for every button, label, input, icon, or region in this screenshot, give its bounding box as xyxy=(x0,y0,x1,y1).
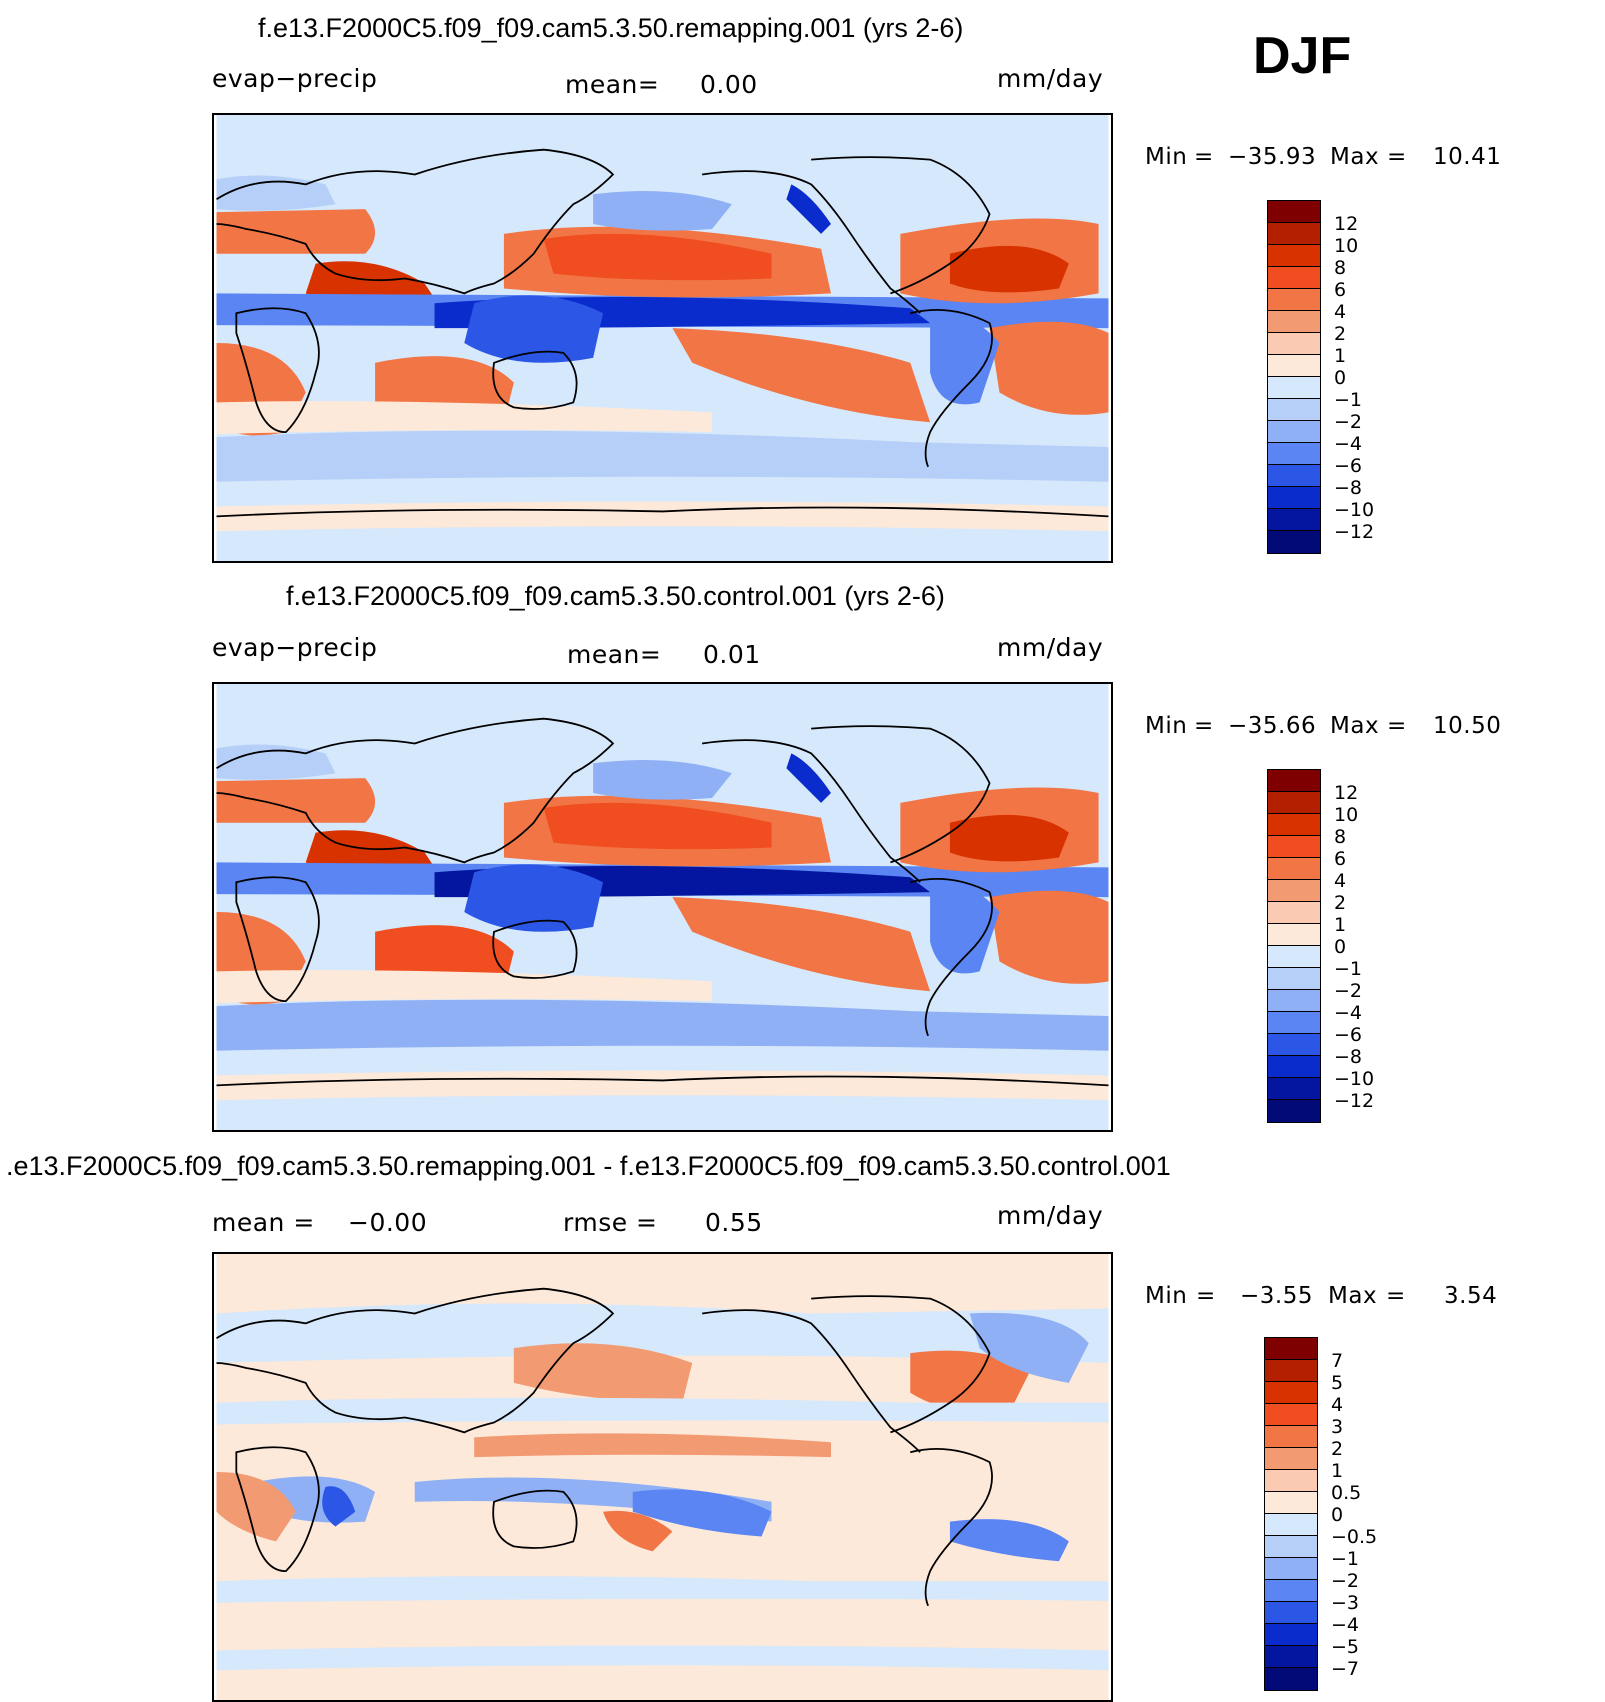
panel3-tick: 3 xyxy=(1331,1416,1344,1438)
panel2-max-label: Max xyxy=(1330,713,1380,739)
panel1-tick: −8 xyxy=(1334,477,1363,499)
panel1-units: mm/day xyxy=(997,64,1104,93)
panel2-min-label: Min xyxy=(1145,713,1188,739)
panel3-field xyxy=(216,1303,1109,1671)
panel3-tick: 4 xyxy=(1331,1394,1344,1416)
panel2-tick: −2 xyxy=(1334,980,1363,1002)
panel3-tick: −2 xyxy=(1331,1570,1360,1592)
panel2-tick: 1 xyxy=(1334,914,1347,936)
panel1-min-label: Min xyxy=(1145,144,1188,170)
panel1-colorbar xyxy=(1267,200,1321,554)
panel2-units: mm/day xyxy=(997,633,1104,662)
panel3-max-label: Max xyxy=(1328,1283,1378,1309)
panel1-mean-value: 0.00 xyxy=(700,70,758,99)
panel3-rmse-label: rmse = xyxy=(563,1208,658,1237)
panel1-coastlines xyxy=(216,148,1109,518)
panel3-tick: 1 xyxy=(1331,1460,1344,1482)
panel1-eq1: = xyxy=(1194,144,1214,170)
panel1-tick: 6 xyxy=(1334,279,1347,301)
panel1-max-label: Max xyxy=(1330,144,1380,170)
panel3-colorbar xyxy=(1264,1337,1318,1691)
panel1-tick: 12 xyxy=(1334,213,1359,235)
panel3-tick: 2 xyxy=(1331,1438,1344,1460)
panel1-max-value: 10.41 xyxy=(1433,144,1502,170)
panel1-tick: 4 xyxy=(1334,301,1347,323)
panel3-tick: −3 xyxy=(1331,1592,1360,1614)
panel1-tick: 2 xyxy=(1334,323,1347,345)
panel2-tick: −4 xyxy=(1334,1002,1363,1024)
season-label: DJF xyxy=(1253,27,1352,85)
panel3-tick: 7 xyxy=(1331,1350,1344,1372)
panel3-mean-label: mean = xyxy=(212,1208,315,1237)
panel3-tick: −5 xyxy=(1331,1636,1360,1658)
panel1-eq2: = xyxy=(1387,144,1407,170)
panel1-variable: evap−precip xyxy=(212,64,378,93)
panel2-map xyxy=(212,682,1113,1132)
panel2-tick: −8 xyxy=(1334,1046,1363,1068)
panel2-tick: −1 xyxy=(1334,958,1363,980)
panel1-field xyxy=(216,175,1109,561)
panel2-mean-value: 0.01 xyxy=(703,640,761,669)
panel2-coastlines xyxy=(216,717,1109,1087)
panel2-tick: −10 xyxy=(1334,1068,1375,1090)
panel3-title: .e13.F2000C5.f09_f09.cam5.3.50.remapping… xyxy=(6,1151,1171,1181)
panel2-tick: 0 xyxy=(1334,936,1347,958)
panel1-tick: −2 xyxy=(1334,411,1363,433)
panel2-mean-label: mean= xyxy=(567,640,662,669)
panel2-colorbar xyxy=(1267,769,1321,1123)
panel1-tick: 0 xyxy=(1334,367,1347,389)
panel2-eq1: = xyxy=(1194,713,1214,739)
panel1-tick: 1 xyxy=(1334,345,1347,367)
panel1-map xyxy=(212,113,1113,563)
panel3-min-value: −3.55 xyxy=(1240,1283,1313,1309)
panel2-tick: 10 xyxy=(1334,804,1359,826)
panel3-map xyxy=(212,1252,1113,1702)
panel1-title: f.e13.F2000C5.f09_f09.cam5.3.50.remappin… xyxy=(258,13,964,43)
panel2-tick: 12 xyxy=(1334,782,1359,804)
panel2-eq2: = xyxy=(1387,713,1407,739)
panel3-rmse-value: 0.55 xyxy=(705,1208,763,1237)
panel3-coastlines xyxy=(216,1287,993,1607)
panel2-tick: −12 xyxy=(1334,1090,1375,1112)
panel3-units: mm/day xyxy=(997,1201,1104,1230)
panel3-max-value: 3.54 xyxy=(1444,1283,1498,1309)
panel3-tick: −1 xyxy=(1331,1548,1360,1570)
panel2-max-value: 10.50 xyxy=(1433,713,1502,739)
panel2-min-value: −35.66 xyxy=(1228,713,1317,739)
panel3-min-label: Min xyxy=(1145,1283,1188,1309)
panel3-tick: 0.5 xyxy=(1331,1482,1362,1504)
panel3-tick: −4 xyxy=(1331,1614,1360,1636)
panel2-tick: 2 xyxy=(1334,892,1347,914)
panel2-tick: −6 xyxy=(1334,1024,1363,1046)
panel3-eq1: = xyxy=(1196,1283,1216,1309)
panel3-mean-value: −0.00 xyxy=(348,1208,428,1237)
panel1-tick: −1 xyxy=(1334,389,1363,411)
panel2-tick: 8 xyxy=(1334,826,1347,848)
panel2-tick: 4 xyxy=(1334,870,1347,892)
panel3-tick: −7 xyxy=(1331,1658,1360,1680)
panel3-tick: 5 xyxy=(1331,1372,1344,1394)
panel1-mean-label: mean= xyxy=(565,70,660,99)
panel1-tick: −4 xyxy=(1334,433,1363,455)
panel2-title: f.e13.F2000C5.f09_f09.cam5.3.50.control.… xyxy=(286,581,945,611)
panel2-variable: evap−precip xyxy=(212,633,378,662)
panel3-tick: −0.5 xyxy=(1331,1526,1378,1548)
panel1-min-value: −35.93 xyxy=(1228,144,1317,170)
panel3-eq2: = xyxy=(1386,1283,1406,1309)
panel1-tick: −12 xyxy=(1334,521,1375,543)
panel1-tick: −6 xyxy=(1334,455,1363,477)
panel1-tick: 8 xyxy=(1334,257,1347,279)
panel3-tick: 0 xyxy=(1331,1504,1344,1526)
panel1-tick: 10 xyxy=(1334,235,1359,257)
panel1-tick: −10 xyxy=(1334,499,1375,521)
panel2-tick: 6 xyxy=(1334,848,1347,870)
